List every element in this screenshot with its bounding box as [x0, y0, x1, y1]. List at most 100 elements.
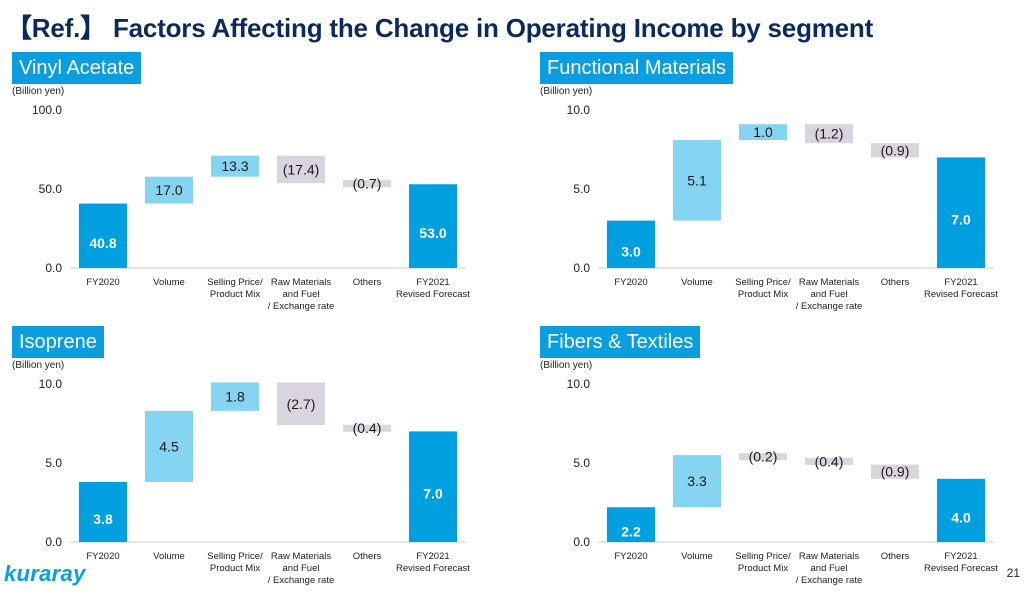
waterfall-chart: 10.0 5.0 0.0 2.2 FY2020 3.3 Volume (0.2) Selling…	[567, 377, 999, 586]
x-category-label: Volume	[153, 551, 185, 562]
decrease-bar	[871, 143, 919, 158]
page-number: 21	[1006, 566, 1020, 580]
y-tick-label: 10.0	[567, 103, 591, 117]
y-tick-label: 5.0	[573, 456, 590, 470]
data-label: (17.4)	[283, 161, 320, 177]
data-label: 17.0	[155, 182, 182, 198]
data-label: (0.7)	[353, 176, 382, 192]
data-label: 1.0	[753, 124, 773, 140]
x-category-label: Volume	[681, 277, 713, 288]
data-label: 3.8	[93, 511, 113, 527]
x-category-label: FY2021 Revised Forecast	[396, 551, 470, 574]
data-label: 53.0	[419, 225, 446, 241]
waterfall-chart: 100.0 50.0 0.0 40.8 FY2020 17.0 Volume 13.3 Sell…	[32, 103, 470, 312]
data-label: 7.0	[423, 486, 443, 502]
y-axis-unit-label: (Billion yen)	[540, 86, 593, 97]
y-tick-label: 5.0	[573, 182, 590, 196]
x-category-label: FY2020	[86, 277, 119, 288]
total-bar	[607, 507, 655, 542]
x-category-label: Others	[353, 277, 382, 288]
vinyl-acetate-chart-panel: Vinyl Acetate (Billion yen) 100.0 50.0 0.0…	[0, 52, 500, 322]
data-label: 13.3	[221, 158, 248, 174]
increase-bar	[145, 176, 193, 204]
decrease-bar	[343, 424, 391, 432]
x-category-label: Raw Materials and Fuel / Exchange rate	[796, 277, 863, 312]
decrease-bar	[277, 382, 325, 426]
x-category-label: FY2020	[614, 551, 647, 562]
y-tick-label: 5.0	[45, 456, 62, 470]
decrease-bar	[805, 124, 853, 144]
y-tick-label: 0.0	[573, 535, 590, 549]
data-label: 3.3	[687, 473, 707, 489]
data-label: 4.0	[951, 509, 971, 525]
kuraray-logo: kuraray	[4, 561, 86, 586]
waterfall-chart: 10.0 5.0 0.0 3.0 FY2020 5.1 Volume 1.0 Selling P…	[567, 103, 999, 312]
data-label: 7.0	[951, 212, 971, 228]
data-label: (0.4)	[353, 420, 382, 436]
x-category-label: FY2021 Revised Forecast	[924, 551, 998, 574]
total-bar	[937, 478, 985, 542]
data-label: (0.9)	[881, 464, 910, 480]
y-axis-unit-label: (Billion yen)	[12, 360, 65, 371]
x-category-label: Raw Materials and Fuel / Exchange rate	[268, 551, 335, 586]
data-label: 1.8	[225, 389, 245, 405]
y-axis-unit-label: (Billion yen)	[540, 360, 593, 371]
x-category-label: Others	[881, 277, 910, 288]
y-tick-label: 10.0	[39, 377, 63, 391]
x-category-label: Volume	[153, 277, 185, 288]
x-category-label: Selling Price/Product Mix	[735, 551, 791, 574]
x-category-label: Others	[353, 551, 382, 562]
data-label: (2.7)	[287, 396, 316, 412]
chart-title: Fibers & Textiles	[540, 326, 701, 358]
y-axis-unit-label: (Billion yen)	[12, 86, 65, 97]
total-bar	[607, 220, 655, 268]
total-bar	[937, 157, 985, 268]
y-tick-label: 100.0	[32, 103, 62, 117]
total-bar	[409, 184, 457, 268]
decrease-bar	[805, 457, 853, 465]
y-tick-label: 0.0	[45, 261, 62, 275]
chart-title: Isoprene	[12, 326, 104, 358]
y-tick-label: 50.0	[39, 182, 63, 196]
functional-materials-chart-panel: Functional Materials (Billion yen) 10.0 5…	[528, 52, 1024, 322]
x-category-label: Volume	[681, 551, 713, 562]
total-bar	[79, 481, 127, 542]
increase-bar	[211, 382, 259, 411]
data-label: (0.2)	[749, 449, 778, 465]
total-bar	[409, 431, 457, 542]
x-category-label: FY2021 Revised Forecast	[396, 277, 470, 300]
x-category-label: FY2020	[614, 277, 647, 288]
data-label: (1.2)	[815, 126, 844, 142]
y-tick-label: 10.0	[567, 377, 591, 391]
x-category-label: Others	[881, 551, 910, 562]
total-bar	[79, 203, 127, 268]
x-category-label: Selling Price/Product Mix	[207, 277, 263, 300]
data-label: 3.0	[621, 243, 641, 259]
decrease-bar	[343, 180, 391, 188]
fibers-textiles-chart-panel: Fibers & Textiles (Billion yen) 10.0 5.0 0…	[528, 326, 1024, 596]
decrease-bar	[871, 464, 919, 479]
waterfall-chart: 10.0 5.0 0.0 3.8 FY2020 4.5 Volume 1.8 Selling P…	[39, 377, 471, 586]
x-category-label: Raw Materials and Fuel / Exchange rate	[268, 277, 335, 312]
increase-bar	[673, 455, 721, 508]
decrease-bar	[277, 155, 325, 184]
y-tick-label: 0.0	[45, 535, 62, 549]
decrease-bar	[739, 453, 787, 461]
x-category-label: Selling Price/Product Mix	[207, 551, 263, 574]
data-label: 5.1	[687, 172, 707, 188]
increase-bar	[145, 410, 193, 482]
page-title: 【Ref.】 Factors Affecting the Change in O…	[6, 13, 874, 43]
x-category-label: Selling Price/Product Mix	[735, 277, 791, 300]
y-tick-label: 0.0	[573, 261, 590, 275]
isoprene-chart-panel: Isoprene (Billion yen) 10.0 5.0 0.0 3.8 FY20…	[0, 326, 500, 596]
data-label: 40.8	[89, 235, 116, 251]
increase-bar	[739, 124, 787, 141]
data-label: (0.4)	[815, 453, 844, 469]
increase-bar	[673, 140, 721, 221]
x-category-label: Raw Materials and Fuel / Exchange rate	[796, 551, 863, 586]
chart-title: Vinyl Acetate	[12, 52, 142, 84]
data-label: 4.5	[159, 438, 179, 454]
increase-bar	[211, 155, 259, 177]
data-label: 2.2	[621, 524, 641, 540]
chart-title: Functional Materials	[540, 52, 733, 84]
